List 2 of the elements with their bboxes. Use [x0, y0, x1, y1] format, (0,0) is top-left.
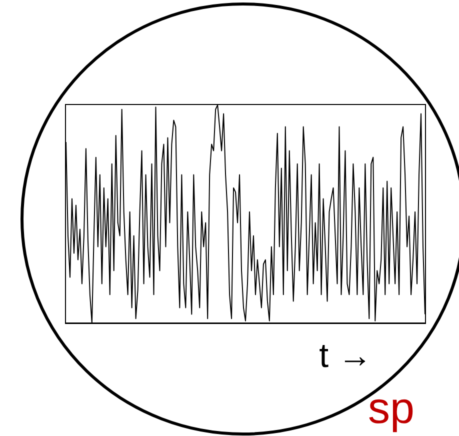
text: sp: [368, 384, 414, 433]
x-axis-title: t →: [319, 337, 372, 375]
